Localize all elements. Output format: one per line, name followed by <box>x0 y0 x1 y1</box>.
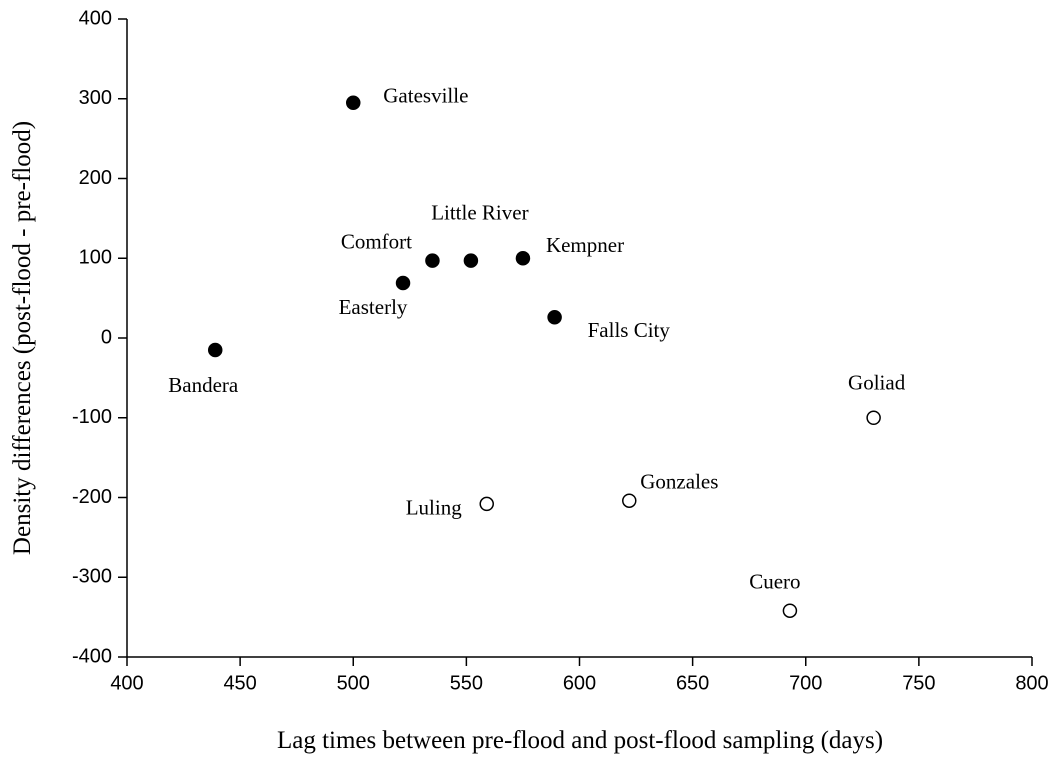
x-tick-label: 550 <box>450 672 483 694</box>
point-label: Luling <box>406 496 462 520</box>
data-point <box>425 253 440 268</box>
point-label: Goliad <box>848 371 906 395</box>
x-tick-label: 450 <box>223 672 256 694</box>
y-tick-label: 400 <box>79 7 112 29</box>
data-point <box>346 95 361 110</box>
y-tick-label: 100 <box>79 247 112 269</box>
data-point <box>547 310 562 325</box>
point-label: Gonzales <box>640 470 718 494</box>
data-point <box>515 251 531 266</box>
point-label: Easterly <box>339 295 408 319</box>
point-label: Comfort <box>341 229 412 253</box>
y-axis-title: Density differences (post-flood - pre-fl… <box>9 121 36 555</box>
point-label: Bandera <box>168 373 239 397</box>
data-point <box>479 496 494 512</box>
y-tick-label: -300 <box>72 566 112 588</box>
data-point <box>782 603 798 618</box>
point-label: Cuero <box>749 570 800 594</box>
y-tick-label: 0 <box>101 326 112 348</box>
x-tick-label: 750 <box>902 672 935 694</box>
point-label: Little River <box>431 200 528 224</box>
y-tick-label: -200 <box>72 486 112 508</box>
data-point <box>622 493 637 508</box>
x-tick-label: 400 <box>110 672 143 694</box>
x-tick-label: 650 <box>676 672 709 694</box>
point-label: Falls City <box>588 318 671 342</box>
y-tick-label: -100 <box>72 406 112 428</box>
x-tick-label: 700 <box>789 672 822 694</box>
x-axis-title: Lag times between pre-flood and post-flo… <box>277 727 883 754</box>
data-point <box>463 253 479 268</box>
point-label: Gatesville <box>383 84 468 108</box>
data-point <box>395 275 411 291</box>
data-point <box>207 342 223 358</box>
point-label: Kempner <box>546 233 624 257</box>
x-tick-label: 600 <box>563 672 596 694</box>
y-tick-label: -400 <box>72 645 112 667</box>
x-tick-label: 500 <box>337 672 370 694</box>
y-tick-label: 300 <box>79 87 112 109</box>
x-tick-label: 800 <box>1015 672 1048 694</box>
y-tick-label: 200 <box>79 167 112 189</box>
data-point <box>866 410 881 425</box>
